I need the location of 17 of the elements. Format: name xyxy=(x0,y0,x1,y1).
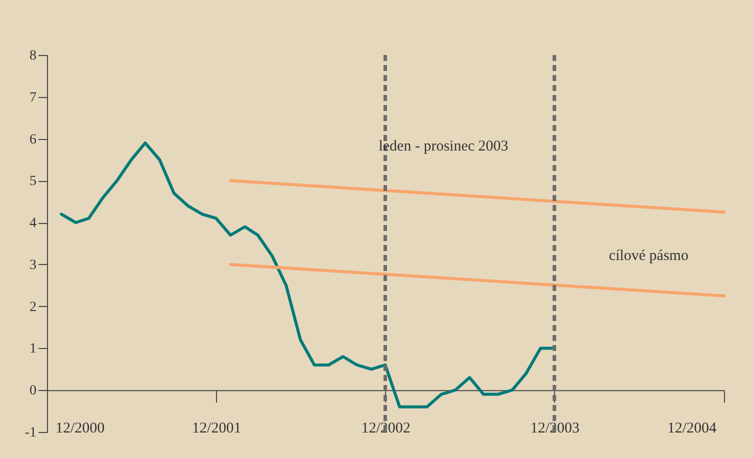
y-tick-label: 6 xyxy=(30,132,36,148)
annotation: cílové pásmo xyxy=(608,248,688,264)
y-tick-label: 5 xyxy=(30,174,36,190)
y-tick-label: -1 xyxy=(24,426,36,440)
y-tick-label: 2 xyxy=(30,300,36,315)
y-tick-label: 7 xyxy=(30,90,36,106)
x-tick-label: 12/2004 xyxy=(667,420,717,436)
y-tick-label: 1 xyxy=(30,342,36,357)
annotation: leden - prosinec 2003 xyxy=(378,138,508,154)
y-tick-label: 8 xyxy=(30,48,36,64)
x-tick-label: 12/2000 xyxy=(56,420,105,436)
x-tick-label: 12/2003 xyxy=(530,420,580,436)
y-tick-label: 0 xyxy=(30,384,36,399)
y-tick-label: 3 xyxy=(30,258,36,273)
x-tick-label: 12/2002 xyxy=(361,420,410,436)
y-tick-label: 4 xyxy=(30,216,36,232)
x-tick-label: 12/2001 xyxy=(192,420,242,436)
